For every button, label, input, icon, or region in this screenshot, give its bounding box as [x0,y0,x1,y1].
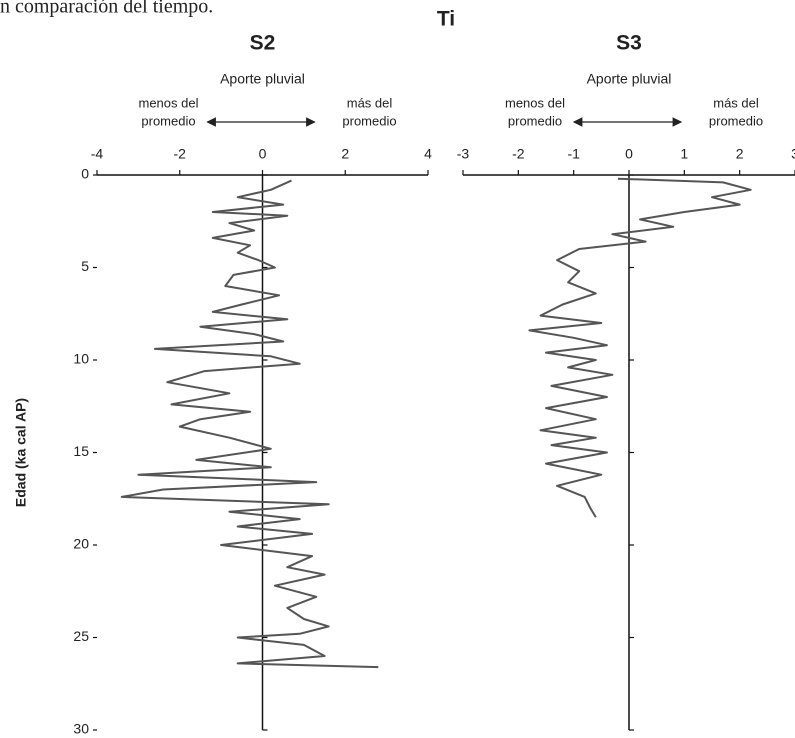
y-tick-label: 30 [73,721,89,737]
annotation: Aporte pluvial [587,71,672,87]
x-tick-label: 0 [259,146,267,162]
x-tick-label: -4 [91,146,104,162]
right-note: promedio [709,113,763,128]
profile-line [528,177,752,518]
x-tick-label: -2 [512,146,525,162]
y-tick-label: 20 [73,536,89,552]
right-note: más del [347,95,393,110]
left-note: menos del [505,95,565,110]
left-note: promedio [141,113,195,128]
panel-title: S3 [616,32,642,55]
left-note: promedio [508,113,562,128]
x-tick-label: 0 [625,146,633,162]
panel-title: S2 [250,32,276,55]
x-tick-label: 2 [736,146,744,162]
right-note: más del [713,95,759,110]
annotation: Aporte pluvial [220,71,305,87]
y-tick-label: 15 [73,443,89,459]
x-tick-label: 2 [341,146,349,162]
x-tick-label: 1 [680,146,688,162]
element-label: Ti [437,8,455,31]
caption-fragment: n comparación del tiempo. [0,0,213,18]
x-tick-label: -2 [174,146,187,162]
x-tick-label: -1 [567,146,580,162]
x-tick-label: 4 [424,146,432,162]
left-note: menos del [139,95,199,110]
y-tick-label: 10 [73,351,89,367]
y-axis-label: Edad (ka cal AP) [13,398,29,507]
right-note: promedio [342,113,396,128]
x-tick-label: 3 [791,146,795,162]
y-tick-label: 25 [73,628,89,644]
y-tick-label: 5 [81,258,89,274]
x-tick-label: -3 [457,146,470,162]
profile-line [120,179,379,669]
y-tick-label: 0 [81,166,89,182]
